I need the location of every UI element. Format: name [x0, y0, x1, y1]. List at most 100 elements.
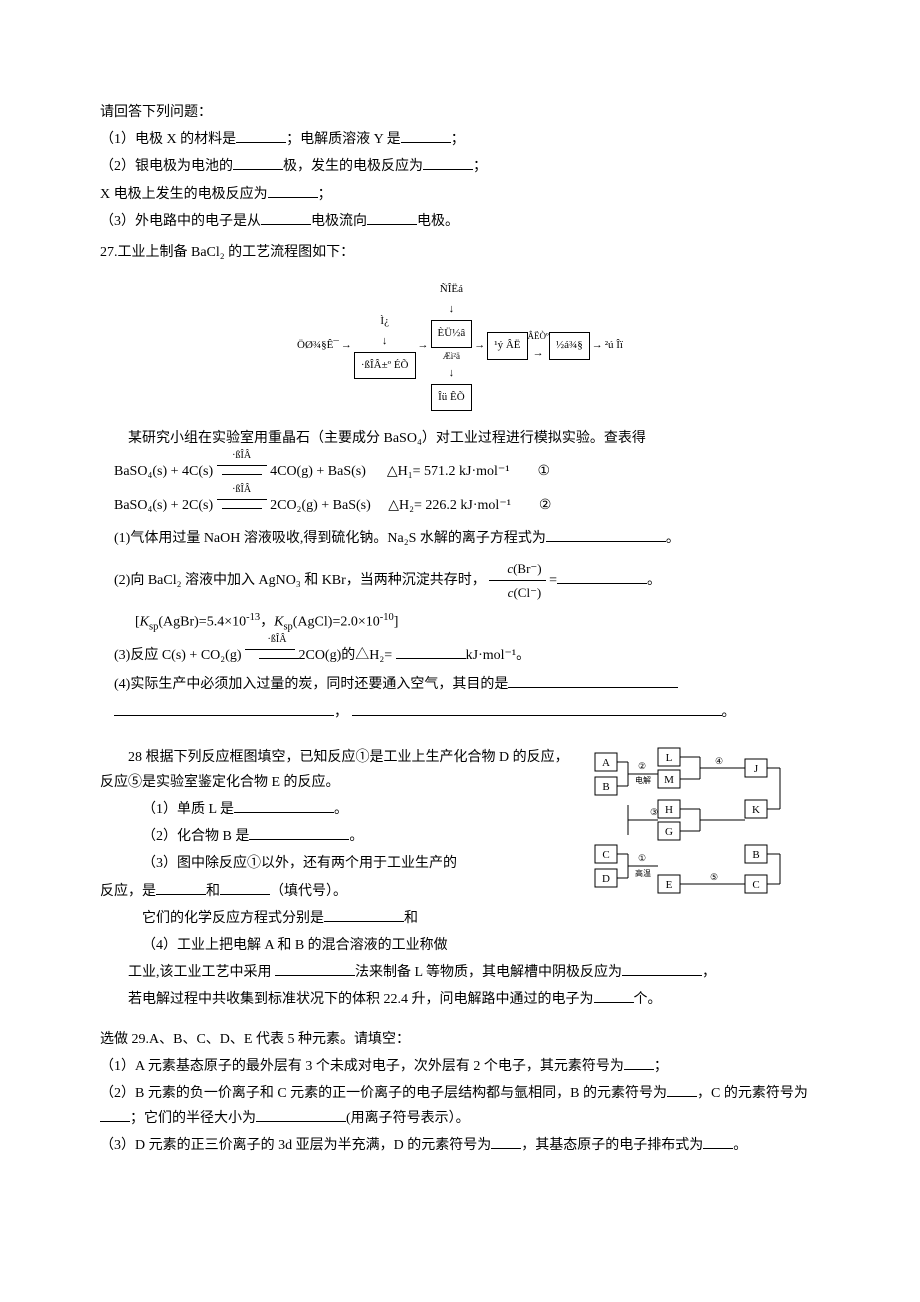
eq-dh: △H₂= 226.2 kJ·mol⁻¹ [388, 498, 511, 513]
t: = [549, 573, 557, 588]
cond: ·ßÎÂ [217, 447, 267, 466]
t: ； [654, 1059, 668, 1074]
blank [256, 1121, 346, 1122]
t: （3）外电路中的电子是从 [100, 214, 261, 229]
flow-box1: ·ßÎÂ±º ÉÕ [354, 352, 416, 380]
t: 。 [722, 705, 736, 720]
blank [557, 583, 647, 584]
q27-flowchart: ÖØ¾§Ê¯ → Ì¿ ↓ ·ßÎÂ±º ÉÕ → ÑÎËá ↓ ÈÜ½â Æì… [100, 280, 820, 411]
t: ， [702, 965, 716, 980]
blank [234, 812, 334, 813]
blank [220, 894, 270, 895]
svg-text:K: K [752, 804, 760, 816]
blank [401, 142, 451, 143]
arrow-down-icon: ↓ [449, 300, 455, 320]
blank [233, 169, 283, 170]
flow-start: ÖØ¾§Ê¯ [297, 336, 339, 356]
t: ； [451, 132, 465, 147]
t: 。 [334, 802, 348, 817]
q26-p1: （1）电极 X 的材料是；电解质溶液 Y 是； [100, 127, 820, 152]
blank [156, 894, 206, 895]
arrow-icon: → [341, 336, 352, 356]
q29-p1: （1）A 元素基态原子的最外层有 3 个未成对电子，次外层有 2 个电子，其元素… [100, 1054, 820, 1079]
eq-rhs: 4CO(g) + BaS(s) [270, 464, 366, 479]
svg-text:②: ② [638, 761, 646, 771]
svg-text:L: L [666, 752, 673, 764]
t: 。 [666, 531, 680, 546]
svg-text:高温: 高温 [635, 868, 651, 878]
arrow-icon: → [592, 336, 603, 356]
q27-title: 27.工业上制备 BaCl₂ 的工艺流程图如下： [100, 240, 820, 265]
t: 若电解过程中共收集到标准状况下的体积 22.4 升，问电解路中通过的电子为 [128, 992, 594, 1007]
q26-intro: 请回答下列问题： [100, 100, 820, 125]
blank [396, 658, 466, 659]
t: X 电极上发生的电极反应为 [100, 187, 268, 202]
blank [275, 975, 355, 976]
t: ， [334, 705, 348, 720]
t: 工业,该工业工艺中采用 [128, 965, 272, 980]
blank [268, 197, 318, 198]
eq-num: ① [538, 464, 551, 479]
t: （2）银电极为电池的 [100, 159, 233, 174]
t: （2）B 元素的负一价离子和 C 元素的正一价离子的电子层结构都与氩相同，B 的… [100, 1086, 667, 1101]
eq-lhs: BaSO₄(s) + 2C(s) [114, 498, 213, 513]
t: 极，发生的电极反应为 [283, 159, 423, 174]
t: 法来制备 L 等物质，其电解槽中阴极反应为 [355, 965, 622, 980]
t: ； [318, 187, 332, 202]
svg-text:D: D [602, 873, 610, 885]
q28-diagram: A B C D ②电解 ①高温 L M H G E ③ [590, 745, 820, 919]
flow-box3: ¹ý ÂË [487, 332, 527, 360]
svg-text:H: H [665, 804, 673, 816]
frac-den: c(Cl⁻) [489, 581, 545, 604]
t: （2）化合物 B 是 [142, 829, 249, 844]
blank [100, 1121, 130, 1122]
q26-p4: （3）外电路中的电子是从 电极流向 电极。 [100, 209, 820, 234]
t: 电极流向 [311, 214, 367, 229]
flow-in-top: Ì¿ [380, 312, 389, 332]
q28-p6: 工业,该工业工艺中采用 法来制备 L 等物质，其电解槽中阴极反应为 ， [100, 960, 820, 985]
arrow-down-icon: ↓ [449, 364, 455, 384]
eq-rhs: 2CO₂(g) + BaS(s) [270, 498, 371, 513]
q26-p3: X 电极上发生的电极反应为 ； [100, 182, 820, 207]
t: (4)实际生产中必须加入过量的炭，同时还要通入空气，其目的是 [114, 677, 508, 692]
reaction-arrow: ·ßÎÂ [245, 643, 295, 668]
svg-text:B: B [752, 849, 759, 861]
t: ； [473, 159, 487, 174]
t: 电极。 [417, 214, 459, 229]
eq-lhs: BaSO₄(s) + 4C(s) [114, 464, 213, 479]
t: (3)反应 C(s) + CO₂(g) [114, 648, 241, 663]
t: 个。 [634, 992, 662, 1007]
blank [236, 142, 286, 143]
flow-box-down: Îü ÊÕ [431, 384, 472, 412]
svg-text:A: A [602, 757, 610, 769]
flow-end: ²ú Îï [605, 336, 623, 356]
blank [622, 975, 702, 976]
q28-p7: 若电解过程中共收集到标准状况下的体积 22.4 升，问电解路中通过的电子为 个。 [100, 987, 820, 1012]
t: 和 [206, 884, 220, 899]
blank [352, 715, 722, 716]
t: 。 [733, 1138, 747, 1153]
blank [508, 687, 678, 688]
svg-text:G: G [665, 826, 673, 838]
blank [594, 1002, 634, 1003]
t: 。 [647, 573, 661, 588]
arrow-icon: → [533, 344, 544, 364]
arrow-icon: → [474, 336, 485, 356]
flow-in-top: ÑÎËá [440, 280, 463, 300]
q27-desc: 某研究小组在实验室用重晶石（主要成分 BaSO₄）对工业过程进行模拟实验。查表得 [100, 426, 820, 451]
cond: ·ßÎÂ [217, 481, 267, 500]
blank [114, 715, 334, 716]
q27-ksp: [Ksp(AgBr)=5.4×10-13，Ksp(AgCl)=2.0×10-10… [100, 609, 820, 637]
svg-text:M: M [664, 774, 674, 786]
flow-box2: ÈÜ½â [431, 320, 473, 348]
cond: ·ßÎÂ [245, 631, 295, 650]
svg-text:B: B [602, 781, 609, 793]
q27-eq2: BaSO₄(s) + 2C(s) ·ßÎÂ 2CO₂(g) + BaS(s) △… [114, 493, 820, 518]
svg-text:J: J [754, 763, 759, 775]
reaction-arrow: ·ßÎÂ [217, 493, 267, 518]
diagram-svg: A B C D ②电解 ①高温 L M H G E ③ [590, 745, 820, 910]
t: 它们的化学反应方程式分别是 [142, 911, 324, 926]
q28-p5: （4）工业上把电解 A 和 B 的混合溶液的工业称做 [100, 933, 820, 958]
frac-num: c(Br⁻) [489, 557, 545, 581]
blank [367, 224, 417, 225]
